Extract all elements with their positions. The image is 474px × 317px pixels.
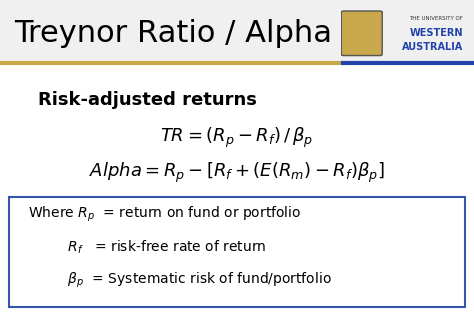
Text: THE UNIVERSITY OF: THE UNIVERSITY OF (409, 16, 463, 21)
Text: Treynor Ratio / Alpha: Treynor Ratio / Alpha (14, 19, 332, 48)
Text: $Alpha = R_p - [R_f + (E(R_m) - R_f)\beta_p]$: $Alpha = R_p - [R_f + (E(R_m) - R_f)\bet… (89, 161, 385, 185)
Text: WESTERN: WESTERN (410, 28, 463, 38)
Text: Where $R_p$  = return on fund or portfolio: Where $R_p$ = return on fund or portfoli… (28, 204, 302, 223)
FancyBboxPatch shape (341, 11, 382, 55)
Text: $R_f$   = risk-free rate of return: $R_f$ = risk-free rate of return (28, 239, 267, 256)
Text: $\beta_p$  = Systematic risk of fund/portfolio: $\beta_p$ = Systematic risk of fund/port… (28, 271, 332, 290)
Text: AUSTRALIA: AUSTRALIA (401, 42, 463, 52)
FancyBboxPatch shape (0, 0, 474, 63)
Text: Risk-adjusted returns: Risk-adjusted returns (38, 91, 257, 109)
Text: $TR = (R_p - R_f)\,/\,\beta_p$: $TR = (R_p - R_f)\,/\,\beta_p$ (161, 126, 313, 150)
FancyBboxPatch shape (9, 197, 465, 307)
